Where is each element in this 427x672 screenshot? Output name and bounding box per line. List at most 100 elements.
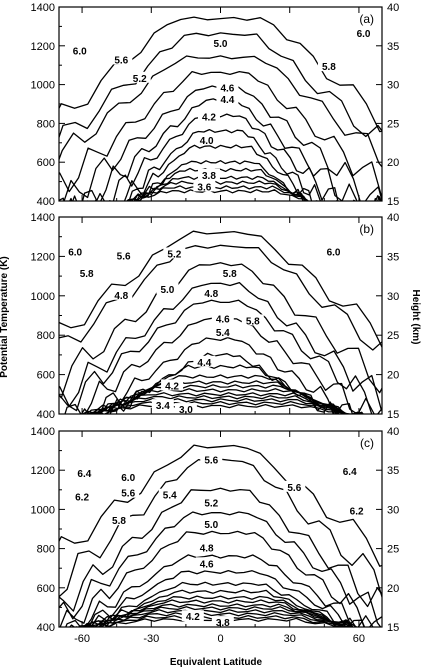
y-tick-label-left: 1400 [31, 212, 55, 224]
contour-line [84, 384, 359, 414]
contour-label-bg [71, 490, 94, 502]
contour-label: 5.2 [133, 74, 147, 85]
contour-label-bg [110, 288, 133, 300]
contour-label-bg [193, 180, 216, 192]
contour-line [86, 403, 349, 414]
contour-label: 4.0 [200, 136, 214, 147]
contour-line [90, 380, 358, 414]
x-axis-label: Equivalent Latitude [170, 657, 263, 668]
contour-line [59, 511, 382, 627]
contour-line [79, 599, 354, 627]
contour-label-bg [338, 465, 361, 477]
contour-line [59, 281, 382, 412]
contour-label-bg [200, 453, 223, 465]
panel-1: 6.0 5.6 5.2 5.0 4.64.4 4.2 4.0 3.83.6 5.8 6.0 400 6… [31, 2, 400, 208]
y-tick-label-left: 1400 [31, 426, 55, 438]
y-tick-label-right: 40 [387, 2, 399, 14]
contour-label: 5.0 [204, 520, 218, 531]
contour-label-bg [156, 282, 179, 294]
y-tick-label-right: 15 [387, 196, 399, 208]
contour-label-bg [211, 326, 234, 338]
contour-label: 6.4 [77, 469, 91, 480]
contour-label: 6.4 [343, 467, 357, 478]
y-tick-label-right: 25 [387, 330, 399, 342]
contour-label: 5.4 [163, 491, 177, 502]
contour-label-bg [283, 480, 306, 492]
y-tick-label-left: 1200 [31, 251, 55, 263]
contour-line [59, 244, 382, 351]
contour-line [81, 395, 364, 414]
y-tick-label-left: 800 [37, 330, 55, 342]
contour-label: 4.6 [200, 559, 214, 570]
contour-line [126, 185, 320, 201]
contour-label: 5.4 [216, 328, 230, 339]
y-tick-label-left: 600 [37, 370, 55, 382]
contour-label-bg [163, 247, 186, 259]
contour-line [91, 388, 364, 414]
contour-label: 5.6 [121, 489, 135, 500]
contour-line [59, 444, 382, 567]
contour-label-bg [161, 379, 184, 391]
contour-label: 5.8 [322, 62, 336, 73]
contour-label: 5.2 [167, 249, 181, 260]
contour-line [72, 113, 382, 201]
y-tick-label-right: 20 [387, 583, 399, 595]
panel-3: 6.4 6.0 6.2 5.6 5.4 5.8 5.6 5.2 5.0 4.8 4.6 4.2 3.8 6… [31, 426, 400, 645]
contour-label: 3.0 [179, 405, 193, 416]
contour-line [64, 364, 334, 414]
y-tick-label-left: 1000 [31, 80, 55, 92]
contour-label-bg [200, 286, 223, 298]
contour-label-bg [68, 44, 91, 56]
contour-label: 4.8 [114, 291, 128, 302]
y-tick-label-left: 400 [37, 196, 55, 208]
y-tick-label-right: 20 [387, 157, 399, 169]
contour-label-bg [73, 467, 96, 479]
contour-label: 4.6 [216, 314, 230, 325]
contour-label-bg [75, 267, 98, 279]
contour-line [81, 397, 363, 414]
contour-label-bg [128, 71, 151, 83]
contour-label-bg [197, 168, 220, 180]
contour-label: 6.2 [75, 493, 89, 504]
contour-label-bg [112, 249, 135, 261]
contour-label: 4.2 [186, 612, 200, 623]
y-axis-label-left: Potential Temperature (K) [0, 256, 10, 378]
contour-line [90, 400, 363, 414]
x-tick-label: 60 [353, 633, 365, 645]
contour-line [87, 589, 354, 627]
contour-label-bg [117, 471, 140, 483]
contour-label-bg [64, 245, 87, 257]
contour-line [82, 595, 353, 627]
x-tick-label: 0 [217, 633, 223, 645]
contour-line [59, 530, 382, 627]
contour-label: 4.4 [220, 95, 234, 106]
contour-label-bg [211, 616, 234, 628]
contour-line [59, 98, 381, 201]
contour-label-bg [200, 496, 223, 508]
contour-label: 5.6 [117, 251, 131, 262]
contour-label-bg [322, 245, 345, 257]
contour-label: 5.2 [204, 499, 218, 510]
contours [59, 16, 382, 201]
contour-line [83, 606, 375, 627]
contours [59, 230, 382, 414]
contour-label: 5.8 [223, 269, 237, 280]
panel-label: (a) [359, 12, 374, 26]
x-tick-label: -60 [74, 633, 90, 645]
contour-label: 5.6 [204, 455, 218, 466]
contour-label-bg [151, 399, 174, 411]
contour-line [135, 175, 318, 201]
contour-line [86, 392, 363, 414]
contour-line [109, 352, 337, 414]
y-tick-label-left: 1000 [31, 504, 55, 516]
y-tick-label-right: 30 [387, 291, 399, 303]
contour-label: 4.2 [202, 113, 216, 124]
contour-label-bg [216, 81, 239, 93]
contour-label: 3.6 [197, 182, 211, 193]
contour-line [96, 374, 339, 414]
contour-line [94, 144, 325, 201]
y-tick-label-left: 400 [37, 622, 55, 634]
y-tick-label-right: 35 [387, 41, 399, 53]
